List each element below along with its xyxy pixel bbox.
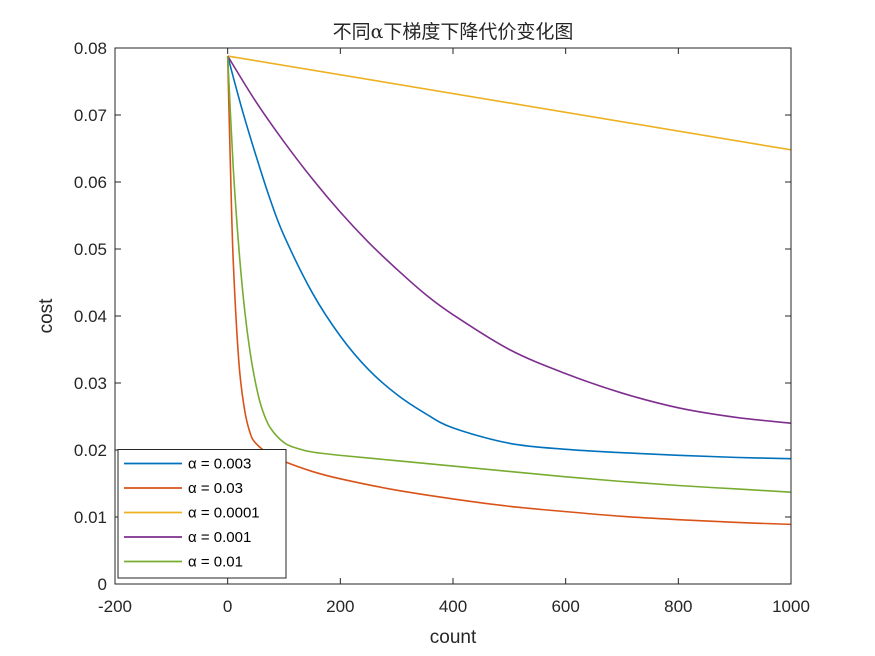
y-tick-label: 0.01	[74, 508, 107, 527]
legend-box	[117, 449, 287, 579]
x-tick-label: 1000	[772, 597, 810, 616]
y-tick-label: 0.08	[74, 39, 107, 58]
series-layer	[226, 55, 792, 526]
y-tick-label: 0.05	[74, 240, 107, 259]
x-tick-label: 200	[326, 597, 354, 616]
legend-entry-label: α = 0.03	[188, 480, 243, 497]
y-tick-label: 0.07	[74, 106, 107, 125]
x-tick-label: 400	[439, 597, 467, 616]
legend-entry-label: α = 0.001	[188, 529, 251, 546]
y-tick-label: 0.04	[74, 307, 107, 326]
legend-entry-label: α = 0.003	[188, 456, 251, 473]
x-axis-label: count	[430, 627, 477, 648]
x-tick-label: 0	[223, 597, 232, 616]
tick-layer: -200 0 200 400 600 800 1000 0 0.01 0.02 0.03 0.04 0.…	[74, 39, 810, 616]
series-line-2	[227, 55, 792, 151]
y-tick-label: 0.06	[74, 173, 107, 192]
x-tick-label: 600	[551, 597, 579, 616]
legend-entry-label: α = 0.01	[188, 554, 243, 571]
chart-title: 不同α下梯度下降代价变化图	[333, 21, 574, 43]
series-line-0	[226, 55, 792, 460]
x-tick-label: -200	[98, 597, 132, 616]
series-line-4	[226, 55, 792, 494]
legend: α = 0.003 α = 0.03 α = 0.0001 α = 0.001 α = …	[117, 449, 287, 579]
x-tick-label: 800	[664, 597, 692, 616]
legend-entry-label: α = 0.0001	[188, 505, 260, 522]
y-tick-label: 0.03	[74, 374, 107, 393]
y-tick-label: 0.02	[74, 441, 107, 460]
series-line-1	[226, 56, 792, 526]
series-line-3	[226, 55, 792, 424]
y-tick-label: 0	[98, 575, 107, 594]
y-axis-label: cost	[36, 298, 57, 334]
